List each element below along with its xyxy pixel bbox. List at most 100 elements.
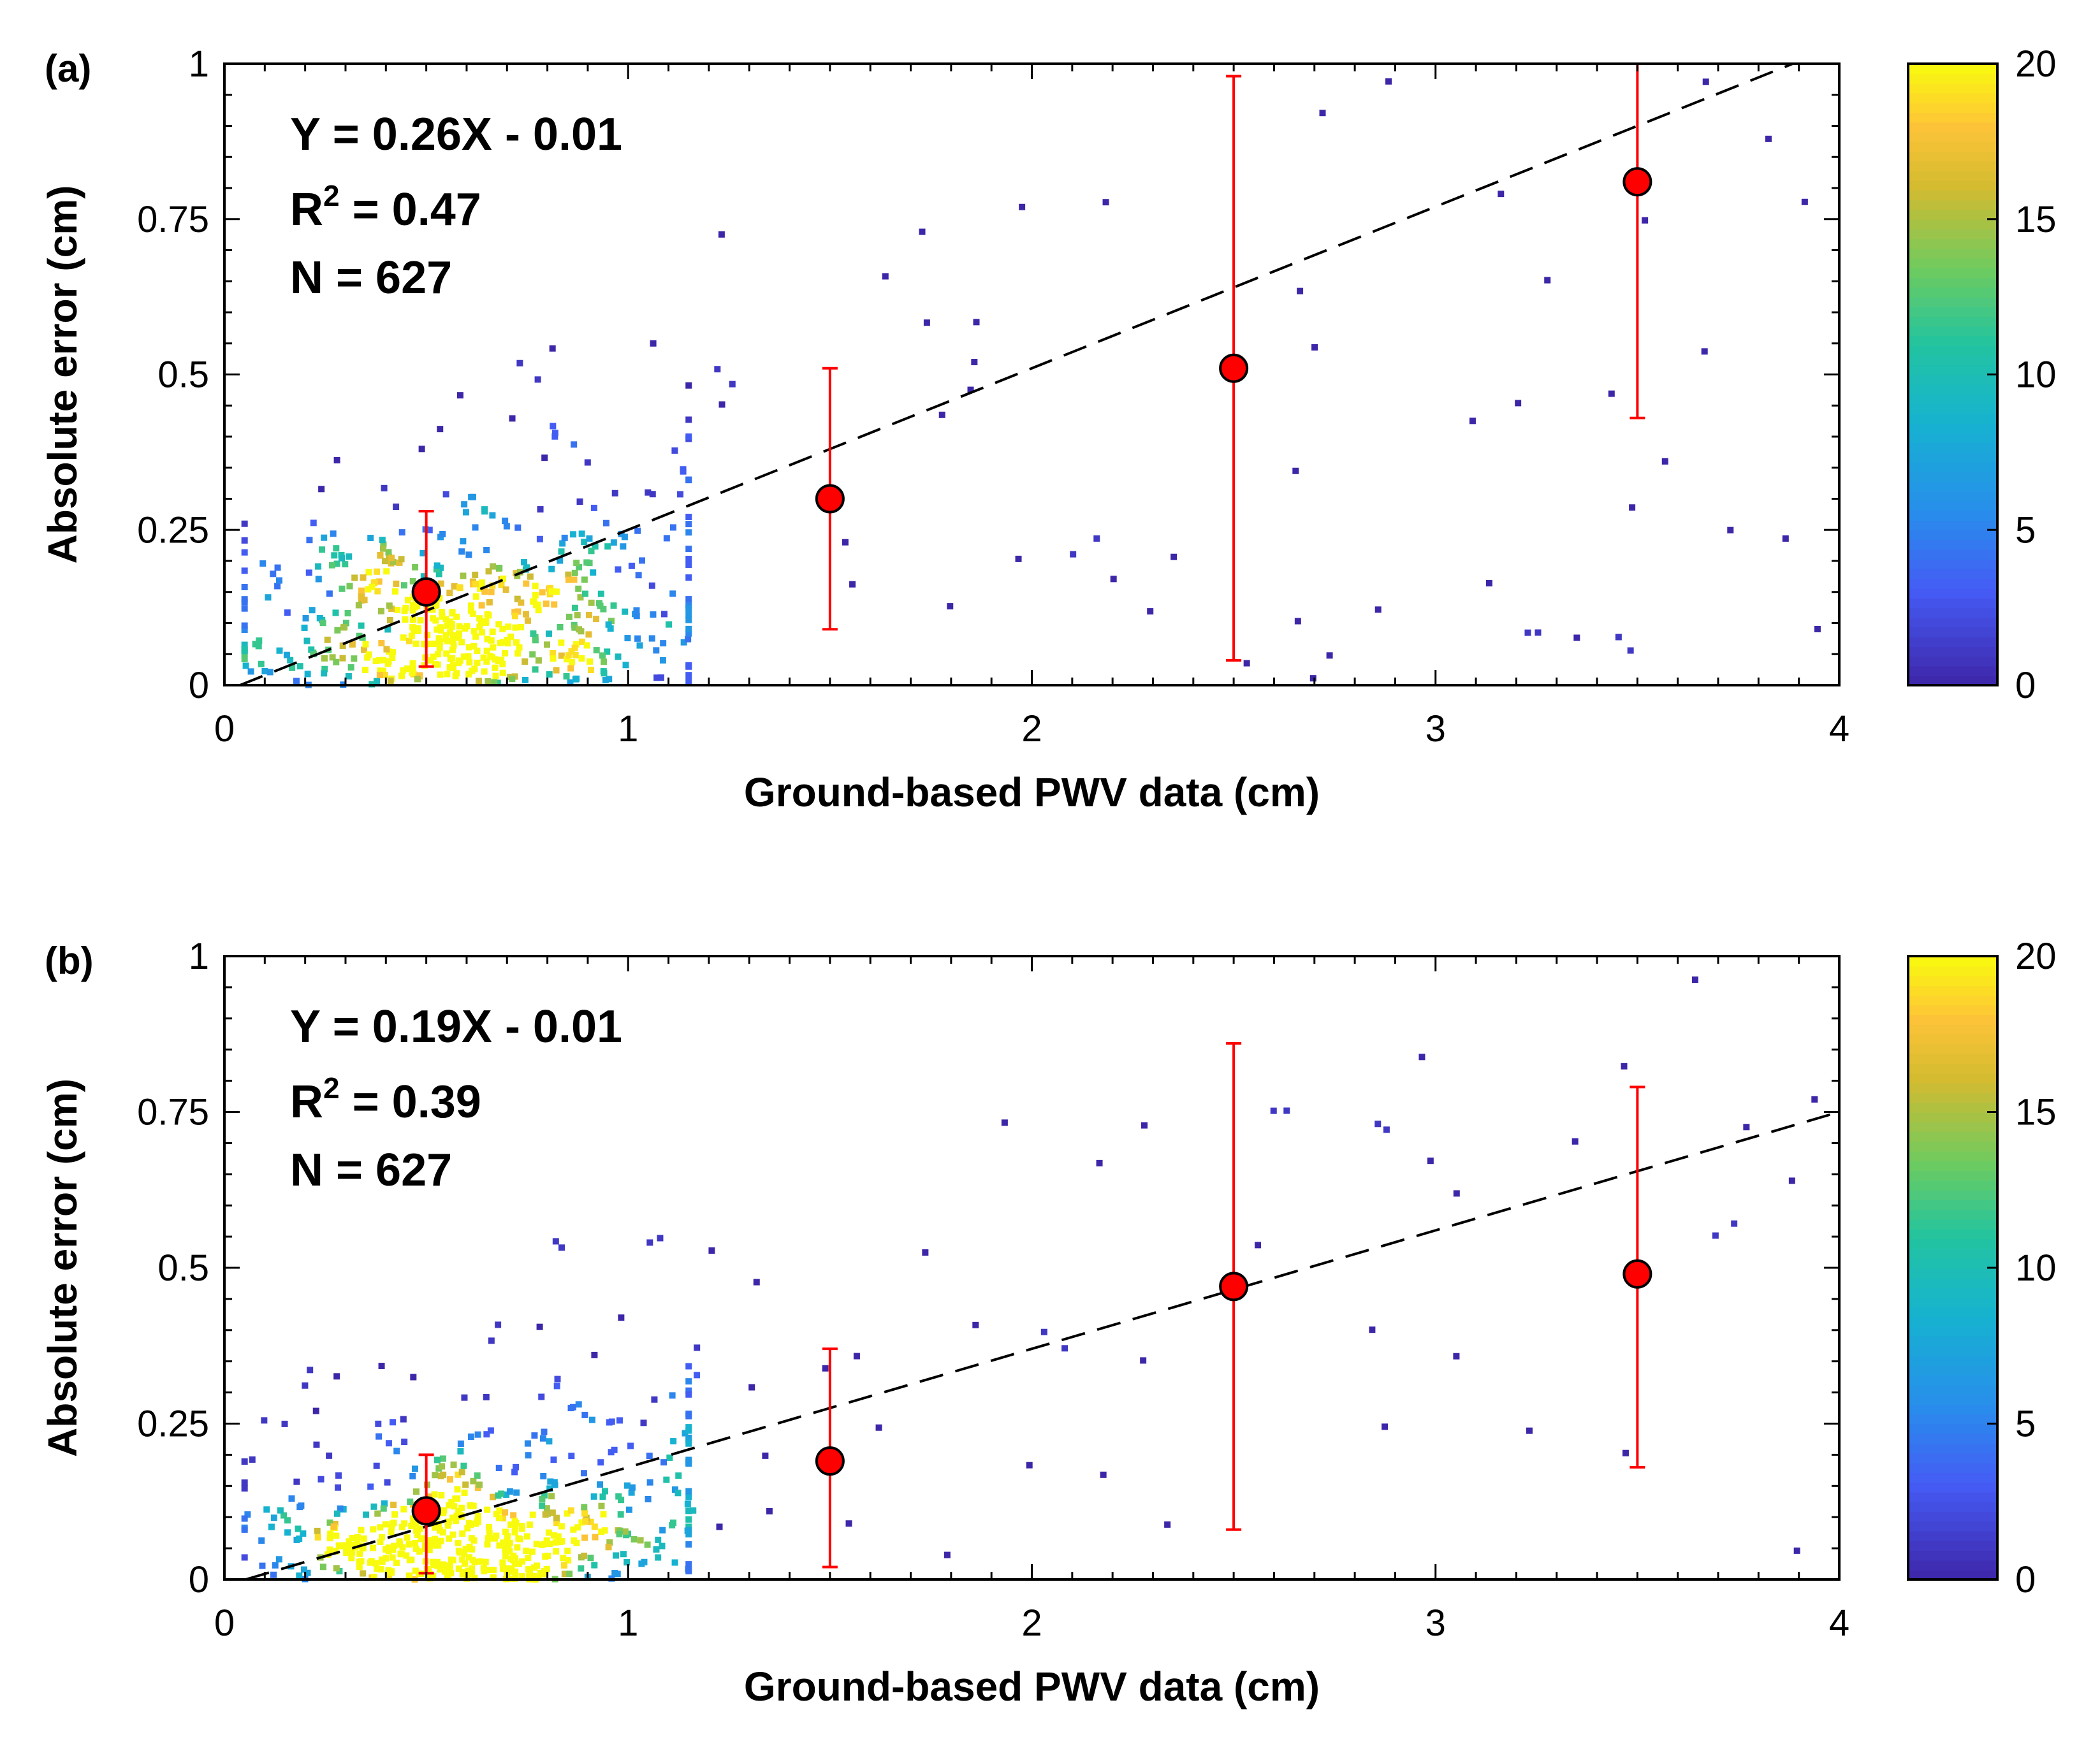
- scatter-point: [685, 1424, 692, 1431]
- scatter-point: [499, 639, 506, 646]
- scatter-point: [1801, 198, 1808, 205]
- scatter-point: [516, 644, 523, 651]
- scatter-point: [410, 1521, 417, 1528]
- scatter-point: [241, 1479, 248, 1486]
- scatter-point: [511, 1557, 518, 1564]
- scatter-point: [633, 607, 640, 614]
- scatter-point: [1627, 647, 1634, 654]
- scatter-point: [492, 664, 499, 671]
- scatter-point: [493, 1511, 500, 1518]
- scatter-point: [617, 1511, 624, 1518]
- colorbar-segment: [1908, 161, 1997, 171]
- scatter-point: [358, 594, 365, 601]
- scatter-point: [538, 1541, 545, 1548]
- scatter-point: [535, 1574, 542, 1581]
- colorbar-segment: [1908, 1307, 1997, 1317]
- scatter-point: [241, 622, 248, 629]
- scatter-point: [437, 426, 444, 433]
- colorbar-segment: [1908, 1511, 1997, 1522]
- scatter-point: [458, 639, 465, 646]
- binned-mean-2: [815, 1347, 845, 1569]
- scatter-point: [882, 273, 889, 280]
- scatter-point: [268, 1523, 275, 1530]
- scatter-point: [449, 610, 456, 617]
- scatter-point: [241, 1485, 248, 1492]
- scatter-point: [456, 623, 463, 630]
- scatter-point: [571, 624, 578, 631]
- scatter-point: [1535, 629, 1542, 636]
- scatter-point: [484, 635, 491, 642]
- scatter-point: [607, 625, 614, 632]
- scatter-point: [659, 1542, 666, 1550]
- scatter-point: [1453, 1190, 1460, 1197]
- scatter-point: [511, 1528, 518, 1535]
- scatter-point: [539, 1496, 546, 1503]
- scatter-point: [379, 537, 386, 544]
- scatter-point: [648, 635, 655, 642]
- scatter-point: [466, 1554, 473, 1561]
- scatter-point: [555, 1533, 562, 1540]
- scatter-point: [437, 564, 444, 571]
- scatter-point: [608, 618, 615, 625]
- colorbar-segment: [1908, 985, 1997, 996]
- colorbar-segment: [1908, 306, 1997, 317]
- scatter-point: [418, 446, 425, 453]
- scatter-point: [496, 564, 503, 571]
- scatter-point: [414, 1531, 421, 1538]
- scatter-point: [523, 1533, 530, 1540]
- colorbar-segment: [1908, 656, 1997, 667]
- scatter-point: [499, 669, 506, 676]
- scatter-point: [383, 646, 390, 653]
- y-tick-label: 0.75: [137, 199, 209, 240]
- scatter-point: [356, 1564, 363, 1571]
- colorbar-segment: [1908, 403, 1997, 414]
- scatter-point: [486, 1529, 493, 1536]
- scatter-point: [550, 1456, 557, 1463]
- scatter-point: [442, 616, 449, 623]
- colorbar-segment: [1908, 335, 1997, 346]
- scatter-point: [684, 1500, 691, 1507]
- scatter-point: [491, 679, 498, 686]
- scatter-point: [550, 655, 557, 662]
- scatter-point: [551, 430, 558, 437]
- scatter-point: [1026, 1462, 1033, 1469]
- scatter-point: [241, 605, 248, 612]
- scatter-point: [685, 635, 692, 642]
- scatter-point: [1100, 1471, 1107, 1478]
- scatter-point: [398, 1523, 405, 1530]
- scatter-point: [459, 1530, 466, 1537]
- scatter-point: [416, 1548, 423, 1555]
- scatter-point: [592, 543, 599, 550]
- scatter-point: [275, 577, 282, 584]
- scatter-point: [511, 1469, 518, 1476]
- scatter-point: [1283, 1107, 1290, 1114]
- scatter-point: [305, 569, 312, 576]
- scatter-point: [486, 599, 493, 606]
- scatter-point: [1544, 277, 1551, 284]
- scatter-point: [685, 546, 692, 553]
- scatter-point: [335, 1472, 342, 1479]
- scatter-point: [660, 640, 667, 647]
- scatter-point: [624, 1482, 631, 1489]
- scatter-point: [600, 668, 607, 675]
- scatter-point: [504, 640, 511, 647]
- scatter-point: [669, 1392, 676, 1399]
- colorbar-segment: [1908, 316, 1997, 327]
- scatter-point: [367, 1483, 374, 1490]
- scatter-point: [550, 423, 557, 430]
- y-tick-label: 0.25: [137, 1404, 209, 1445]
- colorbar-tick-label: 10: [2015, 1247, 2057, 1289]
- colorbar-segment: [1908, 1560, 1997, 1571]
- scatter-point: [373, 1462, 380, 1469]
- colorbar-segment: [1908, 1160, 1997, 1172]
- colorbar-segment: [1908, 1063, 1997, 1074]
- scatter-point: [390, 1520, 397, 1527]
- scatter-point: [435, 635, 442, 642]
- scatter-point: [492, 672, 499, 679]
- colorbar-segment: [1908, 170, 1997, 181]
- colorbar-segment: [1908, 1189, 1997, 1201]
- scatter-point: [565, 613, 572, 620]
- colorbar-segment: [1908, 1414, 1997, 1425]
- scatter-point: [386, 616, 393, 623]
- scatter-point: [304, 1569, 311, 1576]
